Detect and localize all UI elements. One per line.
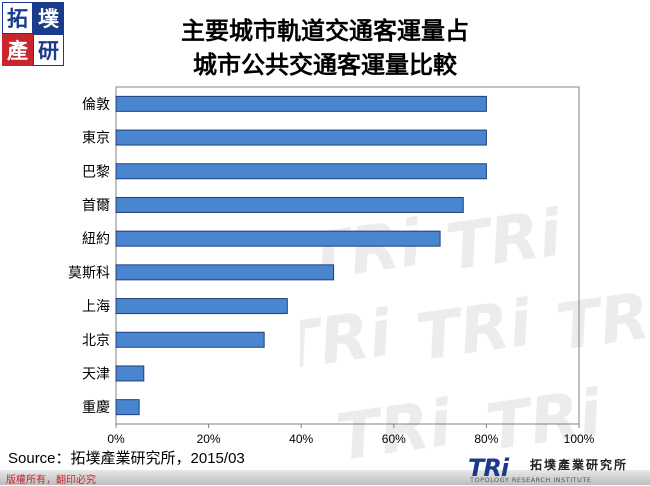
bar-2 (115, 163, 487, 180)
bar-4 (115, 230, 441, 247)
bar-8 (115, 365, 145, 382)
category-label-9: 重慶 (82, 400, 110, 416)
chart-title-line-2: 城市公共交通客運量比較 (193, 50, 457, 79)
x-tick-label-0: 0% (107, 432, 125, 446)
brand-logo: TRi 拓墣產業研究所 TOPOLOGY RESEARCH INSTITUTE (468, 454, 648, 484)
bar-6 (115, 298, 288, 315)
x-tick-label-2: 40% (289, 432, 313, 446)
brand-subtitle: TOPOLOGY RESEARCH INSTITUTE (470, 476, 592, 484)
bar-0 (115, 95, 487, 112)
plot-area (115, 86, 580, 425)
bar-1 (115, 129, 487, 146)
logo-char-1: 拓 (2, 2, 33, 34)
category-label-2: 巴黎 (82, 164, 110, 180)
x-tick-label-3: 60% (382, 432, 406, 446)
source-note: Source：拓墣產業研究所，2015/03 (8, 450, 245, 467)
category-label-3: 首爾 (82, 198, 110, 214)
chart-title-line-1: 主要城市軌道交通客運量占 (181, 16, 469, 45)
category-label-5: 莫斯科 (68, 265, 110, 281)
logo-char-4: 研 (33, 34, 64, 66)
category-label-1: 東京 (82, 131, 110, 147)
logo-char-2: 墣 (33, 2, 64, 34)
category-label-6: 上海 (82, 299, 110, 315)
chart-title: 主要城市軌道交通客運量占 城市公共交通客運量比較 (0, 14, 650, 82)
bar-9 (115, 399, 140, 416)
category-label-7: 北京 (82, 333, 110, 349)
logo-char-3: 產 (2, 34, 33, 66)
x-tick-label-4: 80% (474, 432, 498, 446)
brand-name: 拓墣產業研究所 (530, 458, 629, 472)
bar-5 (115, 264, 335, 281)
bar-3 (115, 196, 464, 213)
x-tick-label-5: 100% (564, 432, 595, 446)
x-tick-label-1: 20% (197, 432, 221, 446)
category-label-8: 天津 (82, 366, 110, 382)
bar-7 (115, 331, 265, 348)
company-logo: 拓 墣 產 研 (2, 2, 64, 66)
category-label-0: 倫敦 (82, 97, 110, 113)
brand-tri-mark: TRi (468, 454, 509, 482)
category-label-4: 紐約 (82, 232, 110, 248)
footer-bar (0, 470, 650, 485)
copyright-text: 版權所有，翻印必究 (6, 475, 96, 486)
